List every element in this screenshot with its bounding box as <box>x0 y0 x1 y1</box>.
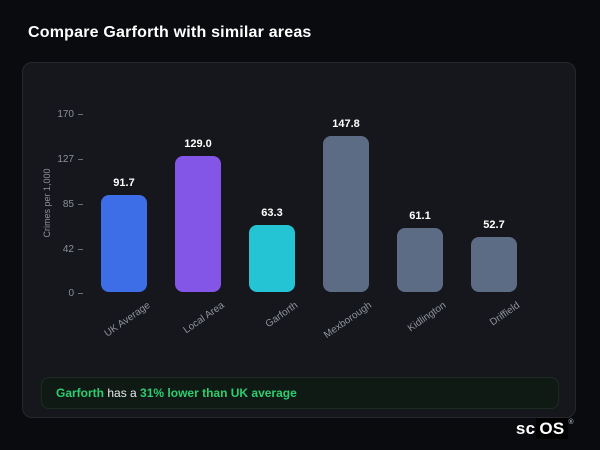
bar-slot: 147.8 Mexborough <box>309 113 383 341</box>
x-axis-label: Mexborough <box>322 300 375 341</box>
y-tick-mark-icon <box>78 159 83 161</box>
bar-slot: 91.7 UK Average <box>87 113 161 340</box>
scos-logo: sc OS ® <box>515 418 574 439</box>
bar[interactable] <box>249 225 295 292</box>
y-tick-label: 170 <box>57 109 74 120</box>
bar-chart: Crimes per 1,000 91.7 UK Average 129.0 Loca… <box>42 110 531 341</box>
x-axis-label: Driffield <box>488 300 523 329</box>
bar-slot: 129.0 Local Area <box>161 113 235 336</box>
bar[interactable] <box>397 227 443 292</box>
bar-value-label: 63.3 <box>261 207 283 220</box>
logo-prefix: sc <box>515 419 536 438</box>
logo-suffix: OS <box>536 418 568 439</box>
bars-container: 91.7 UK Average 129.0 Local Area 63.3 Garfort… <box>87 113 531 341</box>
y-tick: 85 <box>35 195 83 211</box>
y-tick-mark-icon <box>78 203 83 205</box>
x-axis-label: UK Average <box>102 300 153 340</box>
bar[interactable] <box>323 136 369 292</box>
bar-slot: 52.7 Driffield <box>457 113 531 328</box>
bar-value-label: 147.8 <box>332 118 360 131</box>
note-highlight: 31% lower than UK average <box>140 386 297 400</box>
bar-value-label: 52.7 <box>483 218 505 231</box>
y-tick: 127 <box>35 150 83 166</box>
insight-note: Garforth has a 31% lower than UK average <box>41 377 559 409</box>
bar-value-label: 91.7 <box>113 177 135 190</box>
chart-card: Crimes per 1,000 91.7 UK Average 129.0 Loca… <box>22 62 576 418</box>
note-subject: Garforth <box>56 386 104 400</box>
y-tick-mark-icon <box>78 248 83 250</box>
y-tick-label: 85 <box>62 198 74 210</box>
y-tick: 170 <box>35 105 83 121</box>
y-tick-label: 42 <box>62 243 74 255</box>
bar-value-label: 61.1 <box>409 209 431 222</box>
y-tick-mark-icon <box>78 293 83 294</box>
bar-value-label: 129.0 <box>184 138 212 151</box>
x-axis-label: Garforth <box>263 300 301 331</box>
y-tick-mark-icon <box>78 114 83 115</box>
bar[interactable] <box>175 156 221 292</box>
bar[interactable] <box>101 195 147 292</box>
y-tick: 42 <box>35 240 83 256</box>
page-title: Compare Garforth with similar areas <box>28 24 312 41</box>
y-tick: 0 <box>35 284 83 300</box>
y-tick-label: 0 <box>68 288 74 299</box>
bar-slot: 61.1 Kidlington <box>383 113 457 334</box>
x-axis-label: Kidlington <box>406 300 449 335</box>
x-axis-label: Local Area <box>181 300 227 337</box>
registered-mark-icon: ® <box>568 419 574 426</box>
y-tick-label: 127 <box>57 154 74 166</box>
bar[interactable] <box>471 236 517 292</box>
note-connector: has a <box>104 386 141 400</box>
bar-slot: 63.3 Garforth <box>235 113 309 330</box>
